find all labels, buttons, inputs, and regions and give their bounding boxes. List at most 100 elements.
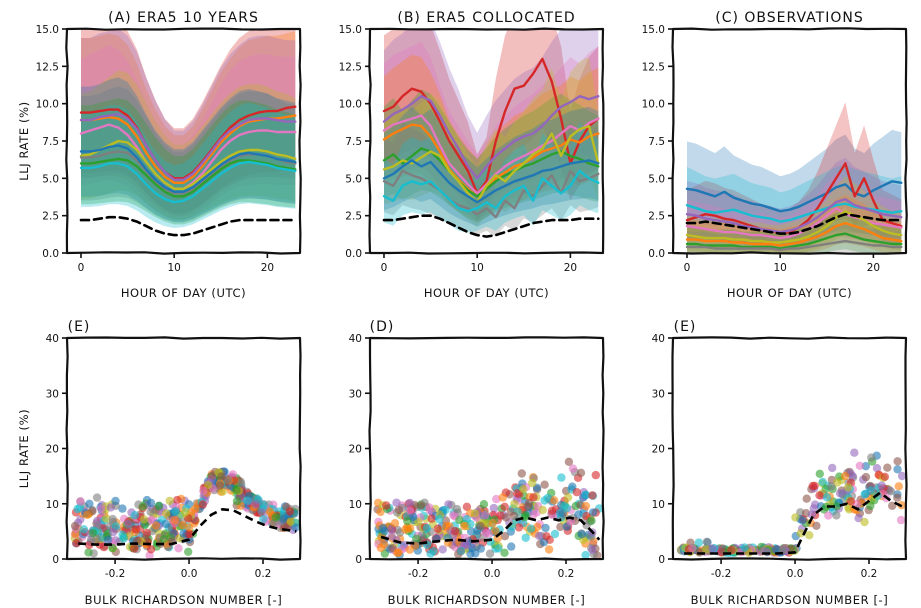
scatter-point: [455, 515, 464, 525]
y-tick-label: 7.5: [42, 136, 59, 148]
scatter-point: [92, 493, 102, 502]
band-series-4: [81, 45, 296, 220]
scatter-point: [740, 543, 749, 552]
chart-title: (C) OBSERVATIONS: [715, 10, 863, 26]
band-series-1: [687, 129, 902, 236]
panel-1: (A) ERA5 10 YEARS 0.0 2.5 5.0 7.5 10.0 12.5 15.…: [17, 10, 302, 300]
y-tick-label: 15.0: [642, 24, 665, 36]
scatter-point: [108, 514, 117, 524]
x-axis-label: HOUR OF DAY (UTC): [121, 286, 246, 300]
scatter-point: [109, 528, 118, 537]
x-tick-label: 20: [261, 262, 274, 274]
scatter-point: [833, 478, 842, 487]
scatter-point: [510, 499, 519, 509]
y-tick-label: 20: [46, 444, 59, 456]
scatter-point: [476, 521, 485, 531]
scatter-point: [470, 509, 480, 518]
x-axis-label: BULK RICHARDSON NUMBER [-]: [388, 593, 586, 607]
y-axis-label: LLJ RATE (%): [17, 409, 31, 488]
scatter-point: [861, 472, 871, 482]
scatter-point: [810, 481, 819, 491]
scatter-point: [828, 463, 837, 473]
series-line-8: [79, 157, 297, 198]
scatter-point: [568, 464, 578, 473]
y-tick-label: 7.5: [648, 136, 665, 148]
series-line-7: [685, 221, 903, 247]
scatter-point: [97, 504, 106, 513]
scatter-point: [547, 506, 557, 515]
scatter-point: [232, 485, 241, 495]
scatter-point: [106, 503, 116, 512]
scatter-point: [485, 549, 495, 558]
scatter-point: [880, 472, 890, 481]
x-tick-label: 0.2: [861, 568, 878, 580]
series-line-4: [685, 197, 903, 234]
plot-area: [70, 467, 300, 559]
scatter-point: [535, 531, 544, 541]
y-tick-label: 15.0: [36, 24, 59, 36]
scatter-point: [468, 543, 477, 553]
scatter-point: [108, 543, 117, 553]
scatter-point: [824, 511, 833, 520]
scatter-point: [376, 543, 385, 553]
scatter-point: [520, 512, 529, 522]
scatter-point: [588, 545, 597, 555]
scatter-point: [259, 514, 268, 524]
scatter-point: [893, 457, 902, 466]
y-tick-label: 2.5: [345, 211, 362, 223]
scatter-point: [513, 489, 522, 498]
scatter-point: [832, 502, 842, 511]
band-series-9: [687, 222, 902, 253]
y-tick-label: 0: [52, 554, 59, 566]
axes-frame: [671, 336, 908, 561]
scatter-point: [818, 477, 827, 487]
scatter-point: [562, 503, 572, 513]
x-tick-label: 0: [78, 262, 85, 274]
x-tick-label: 20: [564, 262, 577, 274]
y-tick-label: 15.0: [339, 24, 362, 36]
scatter-point: [529, 493, 538, 502]
scatter-point: [861, 462, 870, 471]
panel-6: (E) 0 10 20 30 40 -0.2 0.0 0.2 BULK RICHARDSON NU…: [652, 319, 908, 607]
x-axis-label: BULK RICHARDSON NUMBER [-]: [691, 593, 889, 607]
scatter-point: [581, 501, 591, 511]
scatter-point: [161, 519, 170, 529]
scatter-point: [867, 453, 876, 462]
scatter-point: [576, 468, 586, 477]
scatter-point: [259, 500, 268, 510]
y-tick-label: 30: [349, 388, 362, 400]
band-series-8: [81, 98, 296, 225]
band-series-7: [81, 77, 296, 222]
scatter-point: [798, 516, 807, 525]
mean-dashed-line: [382, 214, 600, 238]
x-tick-label: 10: [470, 262, 483, 274]
scatter-point: [897, 471, 906, 481]
scatter-point: [378, 524, 388, 533]
scatter-point: [822, 493, 832, 502]
plot-area: [79, 29, 297, 237]
series-line-2: [382, 94, 600, 180]
scatter-point: [449, 511, 458, 520]
scatter-point: [237, 479, 246, 489]
scatter-point: [498, 493, 507, 502]
scatter-point: [572, 488, 581, 497]
scatter-point: [493, 534, 502, 543]
scatter-point: [507, 542, 516, 551]
scatter-point: [456, 546, 466, 556]
plot-area: [676, 448, 906, 558]
scatter-point: [526, 524, 536, 533]
axes-frame: [368, 336, 605, 561]
axes-frame: [65, 27, 302, 255]
x-axis-label: BULK RICHARDSON NUMBER [-]: [85, 593, 283, 607]
scatter-point: [702, 537, 712, 546]
series-line-9: [79, 160, 297, 204]
y-tick-label: 40: [46, 333, 59, 345]
y-tick-label: 10.0: [642, 99, 665, 111]
scatter-point: [146, 515, 156, 525]
scatter-point: [802, 494, 811, 503]
scatter-point: [500, 532, 510, 541]
scatter-point: [528, 478, 537, 488]
plot-area: [685, 102, 903, 253]
scatter-point: [403, 516, 412, 526]
scatter-point: [860, 490, 869, 499]
